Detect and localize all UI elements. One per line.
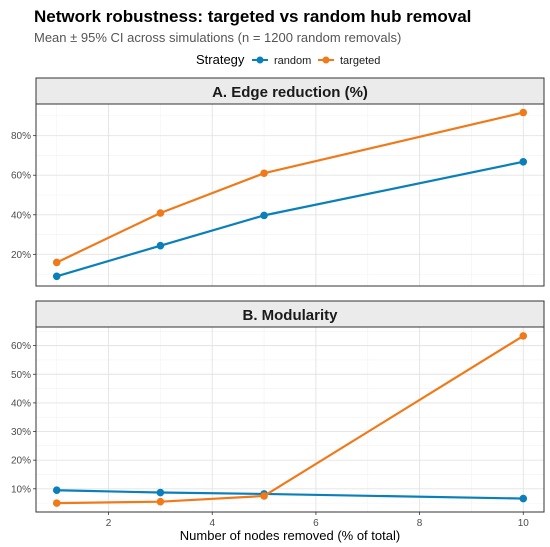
data-point-random	[52, 272, 61, 281]
y-tick-label: 20%	[11, 250, 31, 261]
data-point-targeted	[52, 499, 61, 507]
x-tick-label: 6	[313, 518, 319, 529]
x-tick-label: 10	[518, 518, 530, 529]
series-line-targeted	[56, 111, 524, 264]
plot-area	[36, 327, 544, 512]
y-tick-label: 20%	[11, 456, 31, 467]
data-point-targeted	[519, 332, 528, 340]
y-tick-label: 80%	[11, 131, 31, 142]
legend-key-point	[256, 56, 264, 64]
data-point-targeted	[519, 108, 528, 117]
legend-label: random	[274, 55, 311, 67]
panel-a: A. Edge reduction (%) 20% 40% 60% 80%	[11, 77, 545, 287]
data-point-random	[260, 211, 268, 220]
y-tick-label: 60%	[11, 341, 31, 352]
chart-title: Network robustness: targeted vs random h…	[34, 7, 471, 26]
panel-border	[35, 326, 545, 513]
data-point-targeted	[156, 209, 165, 217]
y-tick-label: 60%	[11, 171, 31, 182]
panel-title: B. Modularity	[242, 307, 338, 324]
data-point-targeted	[52, 258, 61, 267]
data-point-targeted	[156, 497, 165, 506]
panel-b: B. Modularity 10% 20% 30% 40% 50% 60% 2 4 6 8 10	[11, 300, 545, 529]
panel-border	[35, 103, 545, 287]
data-point-targeted	[260, 169, 268, 178]
legend: Strategy random targeted	[196, 52, 380, 67]
series-line-random	[56, 489, 524, 500]
x-tick-label: 4	[209, 518, 215, 529]
y-tick-label: 40%	[11, 398, 31, 409]
chart-subtitle: Mean ± 95% CI across simulations (n = 12…	[34, 30, 401, 45]
data-point-random	[156, 241, 165, 250]
y-tick-label: 10%	[11, 484, 31, 495]
panel-strip	[35, 77, 545, 105]
panels: A. Edge reduction (%) 20% 40% 60% 80% B. Modu…	[11, 77, 545, 529]
y-tick-label: 40%	[11, 210, 31, 221]
y-tick-label: 30%	[11, 427, 31, 438]
series-line-random	[56, 160, 524, 278]
data-point-random	[519, 494, 528, 503]
x-tick-label: 2	[106, 518, 112, 529]
legend-entry-random: random	[252, 55, 311, 67]
legend-title: Strategy	[196, 52, 245, 67]
legend-label: targeted	[340, 55, 380, 67]
panel-title: A. Edge reduction (%)	[212, 84, 368, 101]
legend-entry-targeted: targeted	[318, 55, 380, 67]
series-line-targeted	[56, 334, 524, 505]
data-point-random	[52, 486, 61, 495]
data-point-targeted	[260, 492, 268, 500]
y-tick-label: 50%	[11, 370, 31, 381]
data-point-random	[519, 157, 528, 166]
x-tick-label: 8	[417, 518, 423, 529]
legend-key-point	[322, 56, 330, 64]
data-point-random	[156, 488, 165, 497]
x-axis-title: Number of nodes removed (% of total)	[180, 528, 400, 543]
panel-strip	[35, 300, 545, 328]
